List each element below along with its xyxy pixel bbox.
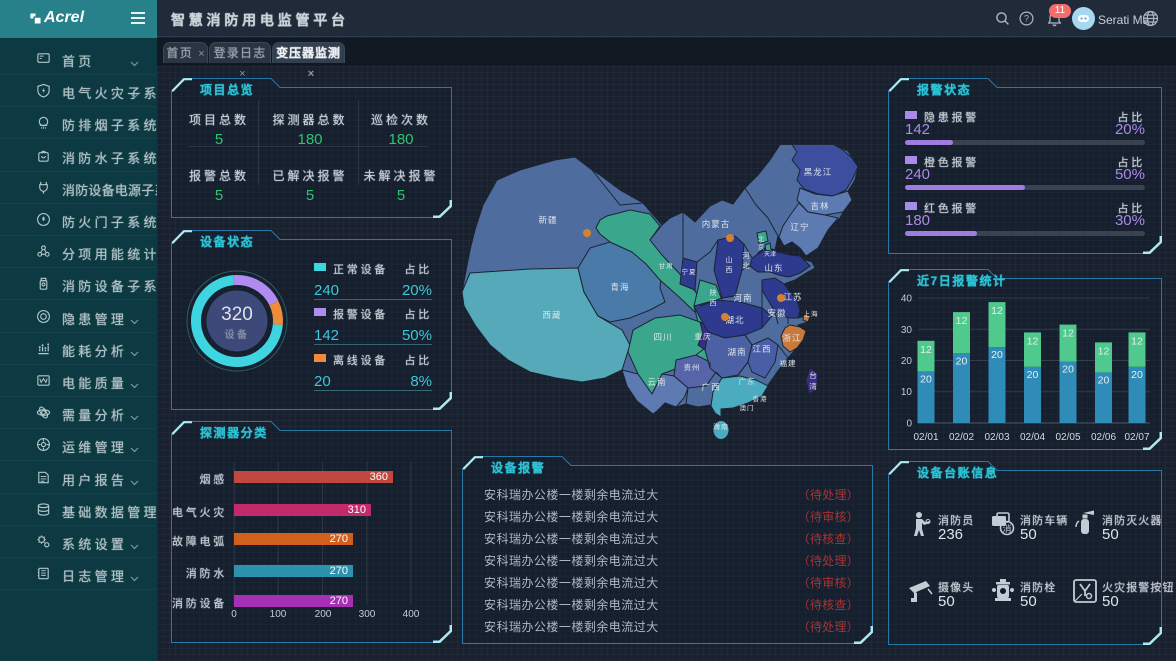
svg-text:12: 12 [956,315,968,327]
svg-text:02/03: 02/03 [984,432,1009,443]
svg-text:12: 12 [1027,335,1039,347]
svg-text:内蒙古: 内蒙古 [702,219,731,229]
svg-text:上海: 上海 [804,309,819,318]
svg-text:北: 北 [743,262,750,270]
svg-text:20: 20 [1027,369,1039,381]
svg-text:12: 12 [1098,345,1110,357]
svg-text:香港: 香港 [753,394,768,403]
svg-text:青海: 青海 [610,282,629,292]
svg-text:02/04: 02/04 [1020,432,1045,443]
svg-text:吉林: 吉林 [810,201,829,211]
svg-text:福建: 福建 [780,358,797,368]
svg-text:北: 北 [758,235,765,243]
svg-text:02/01: 02/01 [913,432,938,443]
svg-text:消: 消 [1002,523,1011,534]
svg-text:甘肃: 甘肃 [659,261,674,270]
svg-text:湖南: 湖南 [727,347,746,357]
svg-text:黑龙江: 黑龙江 [804,167,833,177]
svg-text:湖北: 湖北 [725,315,744,325]
svg-text:西: 西 [710,299,717,307]
svg-text:0: 0 [906,419,912,430]
svg-text:12: 12 [1062,328,1074,340]
svg-text:20: 20 [1131,369,1143,381]
svg-text:贵州: 贵州 [684,362,701,372]
svg-text:新疆: 新疆 [538,215,557,225]
svg-text:西藏: 西藏 [542,310,561,320]
svg-text:湾: 湾 [809,381,817,391]
svg-text:宁夏: 宁夏 [682,267,697,276]
svg-text:20: 20 [991,349,1003,361]
svg-text:?: ? [1024,14,1029,24]
svg-text:广西: 广西 [701,382,720,392]
svg-text:陕: 陕 [710,288,717,297]
svg-text:20: 20 [901,356,913,367]
svg-text:云南: 云南 [647,377,666,387]
svg-text:02/07: 02/07 [1124,432,1149,443]
svg-text:安徽: 安徽 [767,308,786,318]
svg-text:02/06: 02/06 [1091,432,1116,443]
svg-text:山东: 山东 [764,263,783,273]
svg-text:20: 20 [956,355,968,367]
svg-text:海南: 海南 [713,422,729,431]
svg-text:江西: 江西 [752,344,771,354]
svg-text:浙江: 浙江 [782,333,801,343]
svg-text:12: 12 [920,344,932,356]
svg-text:40: 40 [901,294,913,305]
svg-text:20: 20 [1062,363,1074,375]
svg-text:江苏: 江苏 [783,292,802,302]
svg-text:12: 12 [1131,335,1143,347]
svg-text:20: 20 [920,373,932,385]
svg-text:京: 京 [758,242,765,251]
svg-text:四川: 四川 [653,332,672,342]
svg-text:辽宁: 辽宁 [790,222,809,232]
svg-text:12: 12 [991,305,1003,317]
svg-text:台: 台 [809,370,817,380]
svg-text:20: 20 [1098,374,1110,386]
svg-text:广东: 广东 [739,376,756,386]
svg-text:10: 10 [901,387,913,398]
svg-text:天津: 天津 [764,251,776,258]
svg-text:山: 山 [726,255,733,264]
svg-text:河南: 河南 [733,293,752,303]
svg-text:西: 西 [726,266,733,274]
svg-text:澳门: 澳门 [740,403,755,412]
svg-text:02/02: 02/02 [949,432,974,443]
svg-text:02/05: 02/05 [1055,432,1080,443]
svg-text:河: 河 [743,252,750,260]
svg-text:30: 30 [901,325,913,336]
svg-text:重庆: 重庆 [695,331,712,341]
